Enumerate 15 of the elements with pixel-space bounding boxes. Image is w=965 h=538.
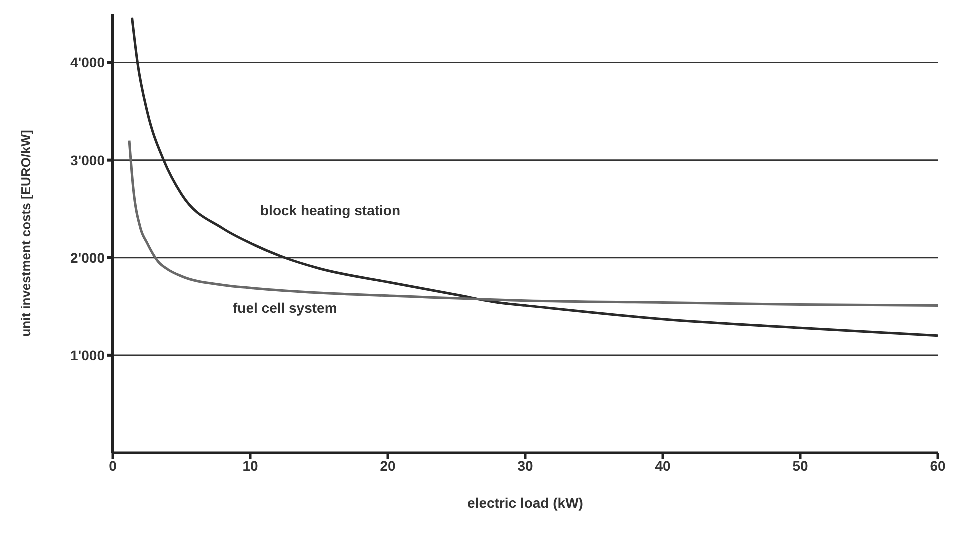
y-axis-title: unit investment costs [EURO/kW] <box>18 130 34 337</box>
series-label: fuel cell system <box>233 300 338 316</box>
x-axis-title: electric load (kW) <box>468 495 584 511</box>
x-tick-label: 60 <box>930 458 946 474</box>
x-tick-label: 20 <box>380 458 396 474</box>
x-tick-label: 50 <box>792 458 808 474</box>
x-tick-label: 0 <box>109 458 118 474</box>
y-tick-label: 2'000 <box>70 250 106 266</box>
y-tick-label: 1'000 <box>70 347 106 364</box>
x-tick-label: 40 <box>655 458 671 474</box>
y-tick-label: 4'000 <box>70 54 106 71</box>
series-label: block heating station <box>260 202 401 218</box>
x-tick-label: 10 <box>242 458 258 474</box>
x-tick-label: 30 <box>518 458 534 474</box>
y-tick-label: 3'000 <box>70 152 106 168</box>
